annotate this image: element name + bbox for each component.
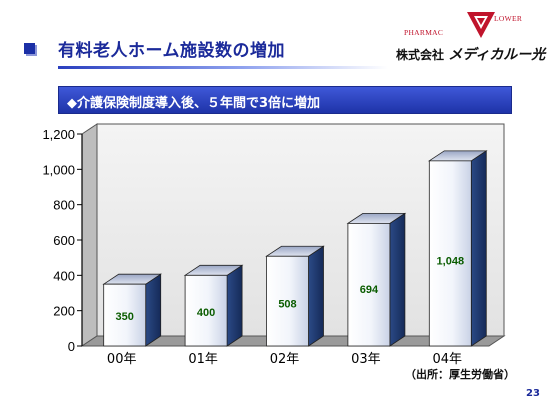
subtitle-text: ◆介護保険制度導入後、５年間で3倍に増加 — [67, 96, 321, 111]
y-tick-label: 1,200 — [42, 127, 75, 142]
bar-value-label: 508 — [278, 299, 296, 311]
logo-company-name: 株式会社 メディカルー光 — [396, 44, 545, 64]
bar-side-face — [145, 273, 162, 347]
x-category-label: 01年 — [188, 352, 218, 367]
bar-value-label: 350 — [116, 311, 134, 323]
bar — [266, 255, 309, 347]
y-tick-label: 0 — [68, 339, 75, 354]
x-category-label: 03年 — [351, 352, 381, 367]
bar-side-face — [308, 245, 324, 347]
y-tick-label: 400 — [53, 268, 75, 283]
page-number: 23 — [526, 388, 540, 399]
bar-value-label: 1,048 — [437, 256, 465, 268]
bar — [428, 160, 472, 347]
bar-side-face — [470, 150, 487, 347]
logo-word-pharmac: PHARMAC — [404, 28, 444, 37]
y-tick-label: 1,000 — [42, 162, 75, 177]
chart-side-wall — [81, 123, 98, 347]
logo-company-main: メディカルー光 — [448, 47, 546, 63]
y-tick-label: 600 — [53, 233, 75, 248]
bar-side-face — [226, 264, 243, 347]
logo-word-lower: LOWER — [494, 14, 523, 23]
flower-logo-icon — [467, 12, 495, 38]
x-category-label: 04年 — [433, 352, 463, 367]
subtitle-bar: ◆介護保険制度導入後、５年間で3倍に増加 — [58, 86, 512, 114]
source-note: （出所：厚生労働省） — [405, 368, 515, 381]
bar-value-label: 400 — [197, 307, 215, 319]
x-category-label: 00年 — [107, 352, 137, 367]
bar — [184, 274, 228, 347]
slide-title: 有料老人ホーム施設数の増加 — [58, 41, 285, 61]
title-bullet-square — [24, 43, 35, 54]
logo-company-prefix: 株式会社 — [396, 48, 445, 62]
x-category-label: 02年 — [270, 352, 300, 367]
bar — [347, 222, 391, 347]
bar-side-face — [389, 212, 406, 347]
y-tick-label: 200 — [53, 304, 75, 319]
title-underline — [58, 66, 388, 69]
bar — [103, 283, 147, 347]
company-logo: PHARMAC LOWER 株式会社 メディカルー光 — [392, 6, 552, 68]
bar-value-label: 694 — [360, 284, 379, 296]
y-tick-label: 800 — [53, 198, 75, 213]
